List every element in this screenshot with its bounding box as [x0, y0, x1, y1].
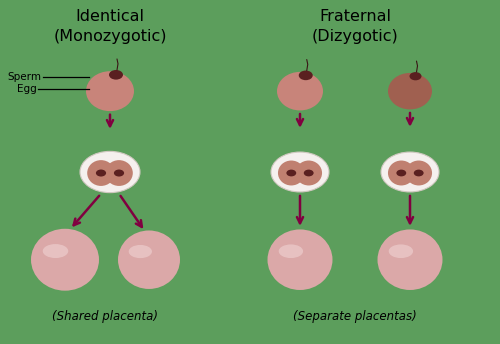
Circle shape — [298, 71, 313, 80]
Ellipse shape — [105, 160, 133, 186]
Ellipse shape — [296, 161, 322, 185]
Text: Sperm: Sperm — [8, 72, 42, 83]
Ellipse shape — [278, 245, 303, 258]
Ellipse shape — [406, 161, 432, 185]
Ellipse shape — [118, 230, 180, 289]
Circle shape — [114, 170, 124, 176]
Ellipse shape — [378, 229, 442, 290]
Circle shape — [396, 170, 406, 176]
Ellipse shape — [388, 73, 432, 109]
Ellipse shape — [42, 244, 68, 258]
Circle shape — [414, 170, 424, 176]
Circle shape — [80, 151, 140, 193]
Circle shape — [96, 170, 106, 176]
Ellipse shape — [268, 229, 332, 290]
Ellipse shape — [128, 245, 152, 258]
Text: Egg: Egg — [17, 84, 36, 95]
Circle shape — [271, 152, 329, 192]
Ellipse shape — [278, 161, 304, 185]
Ellipse shape — [87, 160, 115, 186]
Circle shape — [109, 70, 123, 79]
Ellipse shape — [86, 71, 134, 111]
Circle shape — [410, 72, 422, 80]
Text: (Monozygotic): (Monozygotic) — [53, 29, 167, 44]
Circle shape — [286, 170, 296, 176]
Text: (Dizygotic): (Dizygotic) — [312, 29, 398, 44]
Ellipse shape — [277, 72, 323, 110]
Circle shape — [304, 170, 314, 176]
Text: Identical: Identical — [76, 9, 144, 24]
Text: (Shared placenta): (Shared placenta) — [52, 310, 158, 323]
Text: Fraternal: Fraternal — [319, 9, 391, 24]
Circle shape — [381, 152, 439, 192]
Text: (Separate placentas): (Separate placentas) — [293, 310, 417, 323]
Ellipse shape — [31, 229, 99, 291]
Ellipse shape — [388, 161, 414, 185]
Ellipse shape — [388, 245, 413, 258]
